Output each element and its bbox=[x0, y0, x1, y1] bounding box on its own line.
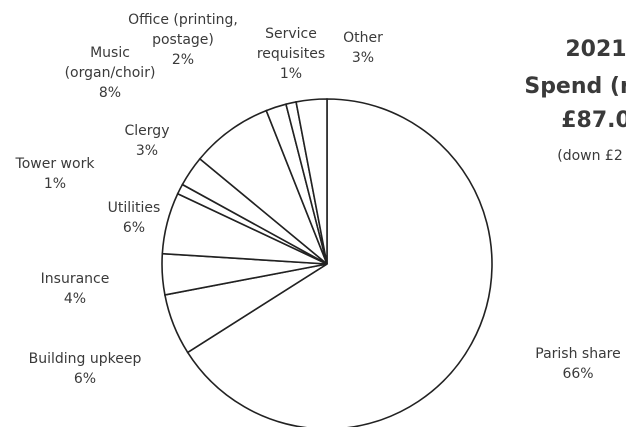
slice-label-line: Music bbox=[90, 45, 130, 61]
slice-label-line: (organ/choir) bbox=[65, 65, 156, 81]
title-line-4: (down £2 bbox=[557, 148, 623, 164]
pie-slice-9 bbox=[295, 98, 328, 265]
slice-label-line: 66% bbox=[562, 366, 593, 382]
slice-label-line: Tower work bbox=[15, 156, 96, 172]
slice-label-4: Tower work 1% bbox=[15, 156, 96, 192]
slice-label-line: 1% bbox=[280, 66, 302, 82]
slice-label-2: Insurance 4% bbox=[41, 271, 110, 307]
pie-slices bbox=[161, 98, 493, 427]
slice-label-line: 3% bbox=[136, 143, 158, 159]
slice-label-line: Service bbox=[265, 26, 317, 42]
slice-label-3: Utilities 6% bbox=[108, 200, 161, 236]
slice-label-line: postage) bbox=[152, 32, 214, 48]
slice-label-7: Office (printing, postage) 2% bbox=[128, 12, 238, 68]
slice-label-9: Other 3% bbox=[343, 30, 383, 66]
pie-slice-0 bbox=[186, 98, 493, 427]
slice-label-line: Clergy bbox=[125, 123, 170, 139]
slice-label-1: Building upkeep 6% bbox=[29, 351, 142, 387]
title-line-2: Spend (n bbox=[524, 74, 626, 99]
slice-label-6: Music (organ/choir) 8% bbox=[65, 45, 156, 101]
slice-label-line: 6% bbox=[123, 220, 145, 236]
slice-label-line: Building upkeep bbox=[29, 351, 142, 367]
slice-label-line: 1% bbox=[44, 176, 66, 192]
slice-label-line: Insurance bbox=[41, 271, 110, 287]
slice-label-8: Service requisites 1% bbox=[257, 26, 325, 82]
title-line-3: £87.0 bbox=[561, 108, 626, 133]
slice-label-0: Parish share 66% bbox=[535, 346, 620, 382]
slice-label-line: 2% bbox=[172, 52, 194, 68]
slice-label-line: Office (printing, bbox=[128, 12, 238, 28]
slice-label-line: Parish share bbox=[535, 346, 620, 362]
slice-label-line: 4% bbox=[64, 291, 86, 307]
slice-label-5: Clergy 3% bbox=[125, 123, 170, 159]
slice-label-line: 6% bbox=[74, 371, 96, 387]
chart-title: 2021 Spend (n £87.0 (down £2 bbox=[524, 37, 626, 164]
title-line-1: 2021 bbox=[565, 37, 626, 62]
slice-label-line: 8% bbox=[99, 85, 121, 101]
slice-label-line: Utilities bbox=[108, 200, 161, 216]
slice-label-line: Other bbox=[343, 30, 383, 46]
slice-labels: Parish share 66% Building upkeep 6% Insuranc… bbox=[15, 12, 621, 387]
slice-label-line: requisites bbox=[257, 46, 325, 62]
slice-label-line: 3% bbox=[352, 50, 374, 66]
